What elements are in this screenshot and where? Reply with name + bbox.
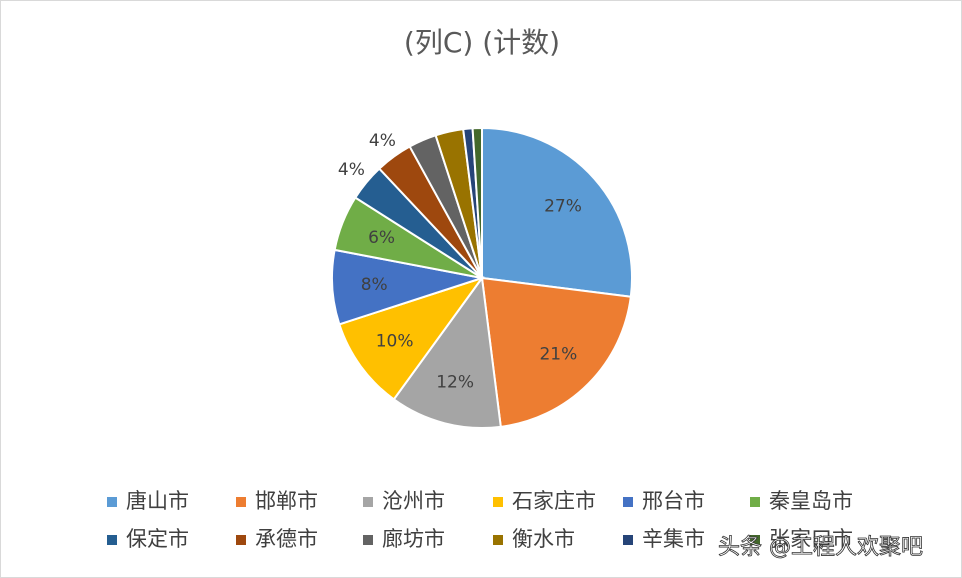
data-label: 4% <box>338 160 365 180</box>
legend-label: 石家庄市 <box>512 489 596 513</box>
legend-marker <box>493 497 503 507</box>
pie-slice <box>392 275 502 429</box>
data-label: 10% <box>376 331 414 351</box>
data-label: 21% <box>539 344 577 364</box>
legend-label: 承德市 <box>255 527 318 551</box>
pie-slice <box>480 276 632 428</box>
legend-label: 唐山市 <box>126 489 189 513</box>
watermark: 头条 @工程人欢聚吧 <box>718 535 923 560</box>
pie-slice <box>338 276 485 401</box>
legend-marker <box>236 535 246 545</box>
legend-marker <box>363 535 373 545</box>
legend-marker <box>493 535 503 545</box>
data-label: 6% <box>368 228 395 248</box>
legend-label: 廊坊市 <box>382 527 445 551</box>
legend-label: 张家口市 <box>769 527 853 551</box>
legend-label: 邯郸市 <box>255 489 318 513</box>
legend-marker <box>623 497 633 507</box>
legend-marker <box>363 497 373 507</box>
legend-marker <box>236 497 246 507</box>
legend-label: 辛集市 <box>642 527 705 551</box>
legend-label: 沧州市 <box>382 489 445 513</box>
legend-marker <box>750 535 760 545</box>
legend-marker <box>750 497 760 507</box>
legend-label: 邢台市 <box>642 489 705 513</box>
pie-slice <box>471 126 483 279</box>
legend-marker <box>107 497 117 507</box>
legend-label: 保定市 <box>126 527 189 551</box>
data-label: 4% <box>369 131 396 151</box>
data-label: 12% <box>436 373 474 393</box>
legend-marker <box>623 535 633 545</box>
legend-label: 秦皇岛市 <box>769 489 853 513</box>
legend-marker <box>107 535 117 545</box>
chart-title: (列C) (计数) <box>404 26 560 59</box>
data-label: 27% <box>544 197 582 217</box>
legend-label: 衡水市 <box>512 527 575 551</box>
data-label: 8% <box>361 275 388 295</box>
pie-slice <box>481 126 633 298</box>
